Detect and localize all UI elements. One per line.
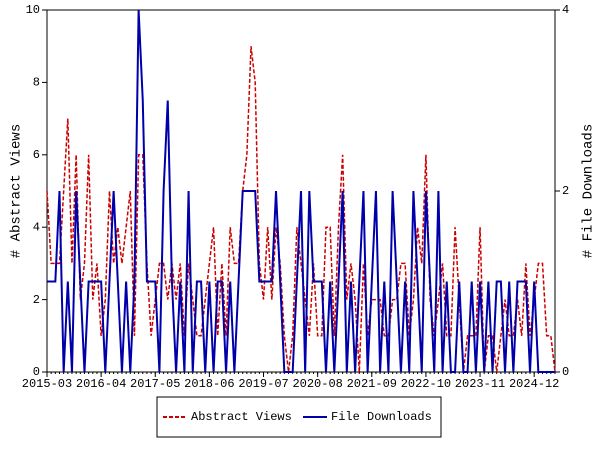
x-tick-label: 2021-09 bbox=[347, 377, 397, 391]
x-tick-label: 2018-06 bbox=[184, 377, 234, 391]
y-tick-label: 2 bbox=[33, 293, 40, 307]
legend-label: Abstract Views bbox=[191, 410, 292, 424]
series-line bbox=[47, 9, 555, 373]
x-tick-label: 2016-04 bbox=[76, 377, 126, 391]
x-tick-label: 2024-12 bbox=[509, 377, 559, 391]
y-tick-label: 8 bbox=[33, 76, 40, 90]
x-tick-label: 2020-08 bbox=[292, 377, 342, 391]
y2-tick-label: 2 bbox=[562, 184, 569, 198]
y-tick-label: 6 bbox=[33, 148, 40, 162]
x-tick-label: 2023-11 bbox=[455, 377, 505, 391]
y-tick-label: 0 bbox=[33, 365, 40, 379]
x-tick-label: 2019-07 bbox=[238, 377, 288, 391]
y2-tick-label: 4 bbox=[562, 3, 569, 17]
y2-tick-label: 0 bbox=[562, 365, 569, 379]
y-tick-label: 4 bbox=[33, 220, 40, 234]
y-tick-label: 10 bbox=[26, 3, 40, 17]
x-tick-label: 2017-05 bbox=[130, 377, 180, 391]
y2-axis-label: # File Downloads bbox=[581, 124, 597, 258]
x-tick-label: 2022-10 bbox=[401, 377, 451, 391]
x-tick-label: 2015-03 bbox=[22, 377, 72, 391]
y-axis-label: # Abstract Views bbox=[9, 124, 25, 258]
legend bbox=[156, 396, 442, 438]
legend-label: File Downloads bbox=[331, 410, 432, 424]
series-line bbox=[46, 46, 556, 373]
